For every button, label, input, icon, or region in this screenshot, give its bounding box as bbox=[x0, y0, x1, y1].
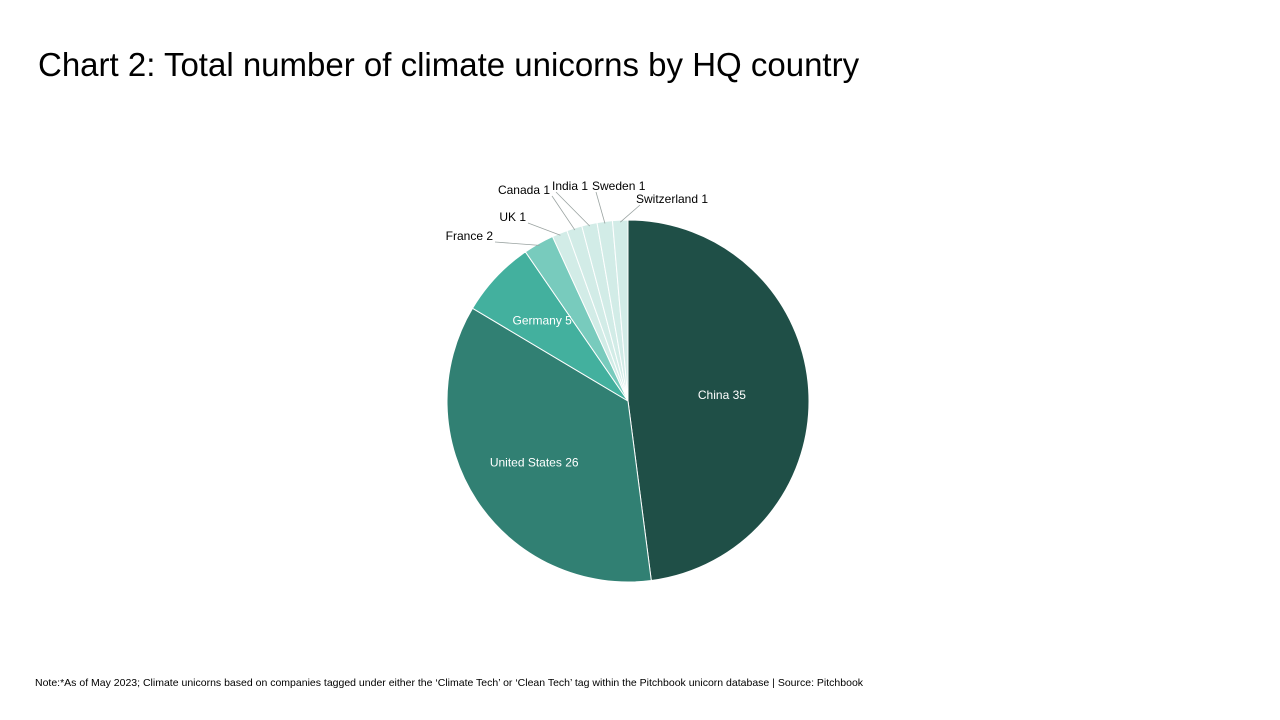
pie-slices bbox=[446, 219, 810, 583]
leader-line-france bbox=[494, 241, 540, 246]
leader-line-switzerland bbox=[620, 204, 641, 223]
footnote: Note:*As of May 2023; Climate unicorns b… bbox=[35, 677, 864, 689]
slice-label-switzerland: Switzerland 1 bbox=[636, 192, 708, 206]
slice-label-uk: UK 1 bbox=[499, 210, 526, 224]
chart-title: Chart 2: Total number of climate unicorn… bbox=[38, 46, 860, 83]
leader-lines bbox=[494, 191, 641, 246]
pie-slice-united-states bbox=[446, 307, 652, 583]
slice-labels: China 35 United States 26 Germany 5 France … bbox=[446, 179, 747, 470]
slice-label-france: France 2 bbox=[446, 229, 494, 243]
slice-label-sweden: Sweden 1 bbox=[592, 179, 646, 193]
pie-slice-switzerland bbox=[611, 219, 629, 402]
slice-label-china: China 35 bbox=[698, 388, 746, 402]
pie-slice-china bbox=[627, 219, 810, 582]
slice-label-canada: Canada 1 bbox=[498, 183, 550, 197]
slice-label-india: India 1 bbox=[552, 179, 588, 193]
leader-line-canada bbox=[551, 195, 576, 231]
leader-line-india bbox=[555, 191, 591, 227]
leader-line-uk bbox=[527, 222, 561, 236]
slice-label-germany: Germany 5 bbox=[512, 314, 572, 328]
leader-line-sweden bbox=[595, 191, 606, 224]
slice-label-united-states: United States 26 bbox=[490, 456, 579, 470]
